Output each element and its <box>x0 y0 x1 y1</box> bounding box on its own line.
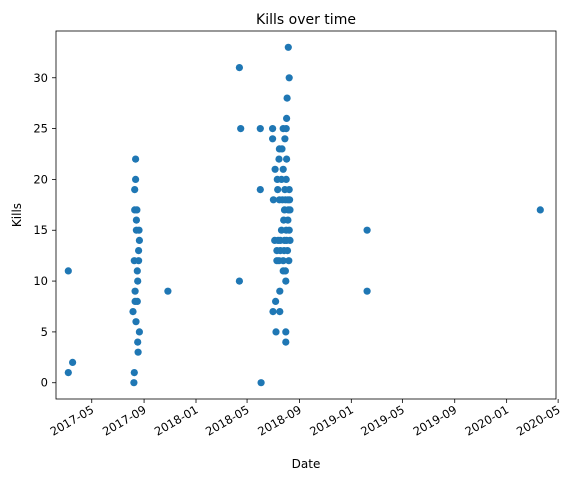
data-point <box>285 257 293 265</box>
data-point <box>279 257 287 265</box>
data-point <box>269 135 277 143</box>
x-tick-label: 2019-05 <box>358 402 407 438</box>
data-point <box>269 125 277 133</box>
data-point <box>69 358 77 366</box>
data-point <box>286 196 294 204</box>
data-point <box>134 348 142 356</box>
x-tick-label: 2018-09 <box>255 402 304 438</box>
data-point <box>132 216 140 224</box>
data-point <box>281 135 289 143</box>
y-tick-label: 30 <box>33 71 48 85</box>
y-tick-label: 20 <box>33 172 48 186</box>
data-point <box>282 125 290 133</box>
x-tick-label: 2020-01 <box>463 402 512 438</box>
data-point <box>284 216 292 224</box>
chart-title: Kills over time <box>256 12 356 28</box>
data-point <box>536 206 544 214</box>
data-point <box>133 206 141 214</box>
data-point <box>363 226 371 234</box>
x-axis: 2017-05 2017-09 2018-01 2018-05 2018-09 2019-… <box>48 399 563 439</box>
data-point <box>274 186 282 194</box>
y-tick-label: 15 <box>33 223 48 237</box>
data-point <box>286 206 294 214</box>
data-point <box>269 308 277 316</box>
data-point <box>256 186 264 194</box>
data-point <box>135 257 143 265</box>
y-tick-label: 10 <box>33 274 48 288</box>
x-tick-label: 2017-05 <box>48 402 97 438</box>
data-point <box>282 175 290 183</box>
data-point <box>282 277 290 285</box>
data-point <box>285 226 293 234</box>
data-point <box>286 236 294 244</box>
data-point <box>135 328 143 336</box>
x-axis-label: Date <box>292 457 321 471</box>
data-point <box>133 267 141 275</box>
data-point <box>235 64 243 72</box>
y-axis-label: Kills <box>10 203 24 227</box>
data-point <box>235 277 243 285</box>
data-point <box>131 186 139 194</box>
data-point <box>283 114 291 122</box>
data-point <box>278 145 286 153</box>
data-point <box>64 369 72 377</box>
y-tick-label: 0 <box>41 376 48 390</box>
data-point <box>130 369 138 377</box>
data-point <box>269 196 277 204</box>
data-point <box>272 297 280 305</box>
x-tick-label: 2019-01 <box>307 402 356 438</box>
data-point <box>285 74 293 82</box>
data-point <box>271 165 279 173</box>
y-tick-label: 25 <box>33 122 48 136</box>
data-point <box>134 277 142 285</box>
data-point <box>135 226 143 234</box>
data-point <box>256 125 264 133</box>
data-point <box>164 287 172 295</box>
data-point <box>134 338 142 346</box>
x-tick-label: 2020-05 <box>514 402 563 438</box>
data-point <box>237 125 245 133</box>
data-point <box>272 328 280 336</box>
data-point <box>64 267 72 275</box>
data-point <box>285 186 293 194</box>
data-point <box>282 328 290 336</box>
data-point <box>130 379 138 387</box>
data-point <box>276 308 284 316</box>
data-point <box>133 297 141 305</box>
x-tick-label: 2017-09 <box>100 402 149 438</box>
y-axis: 0 5 10 15 20 25 30 <box>33 71 56 390</box>
data-point <box>135 247 143 255</box>
data-point <box>282 338 290 346</box>
data-point <box>276 287 284 295</box>
data-point <box>283 247 292 255</box>
data-point <box>283 94 291 102</box>
data-point <box>129 308 137 316</box>
data-point <box>284 43 292 51</box>
data-point <box>281 267 289 275</box>
x-tick-label: 2018-01 <box>152 402 201 438</box>
data-point <box>132 155 140 163</box>
data-point <box>363 287 371 295</box>
data-points <box>64 43 544 387</box>
plot-frame <box>55 30 557 400</box>
data-point <box>132 175 140 183</box>
data-point <box>275 155 283 163</box>
x-tick-label: 2018-05 <box>203 402 252 438</box>
x-tick-label: 2019-09 <box>411 402 460 438</box>
data-point <box>257 379 265 387</box>
data-point <box>283 155 291 163</box>
data-point <box>135 236 143 244</box>
data-point <box>279 165 287 173</box>
data-point <box>131 287 139 295</box>
y-tick-label: 5 <box>41 325 48 339</box>
data-point <box>132 318 140 326</box>
